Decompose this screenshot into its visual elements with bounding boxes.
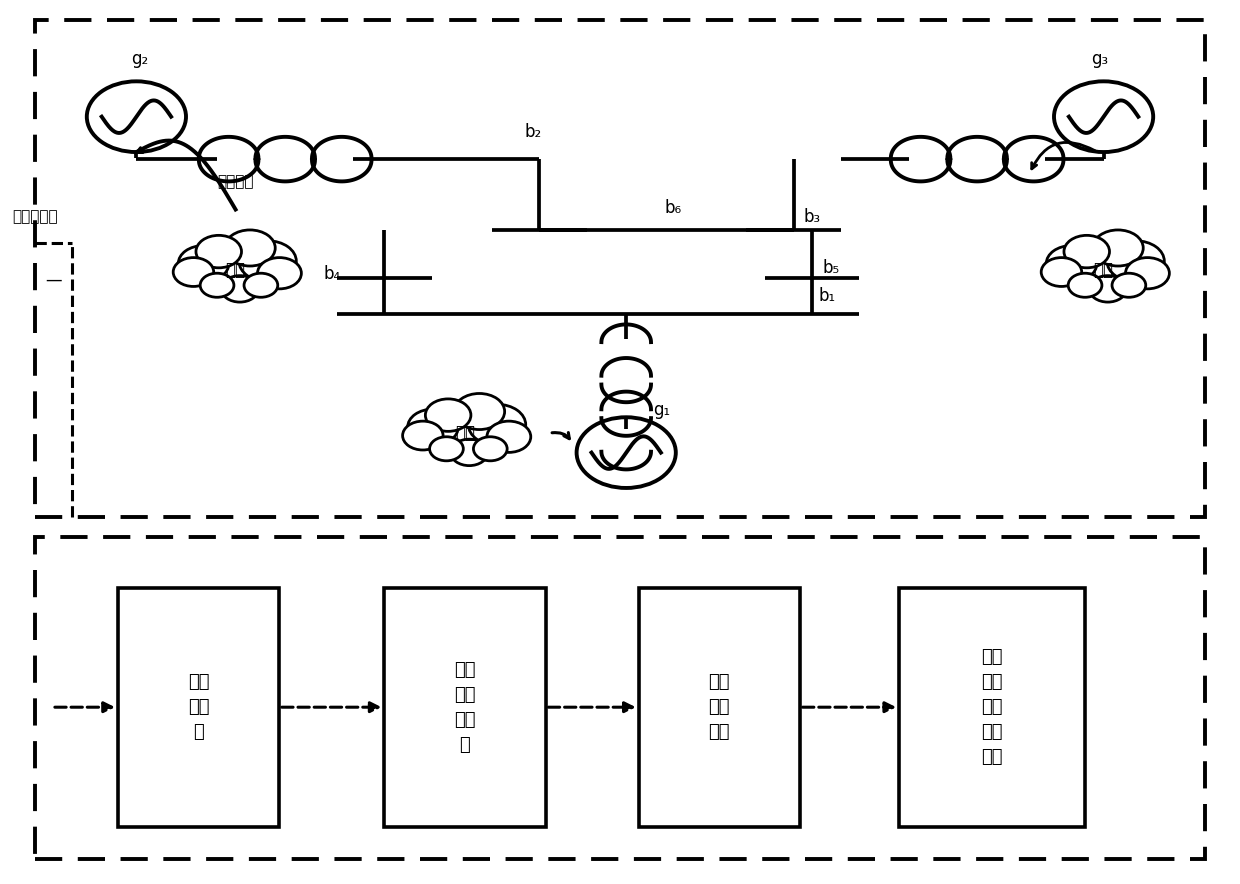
- Text: 重构
攻击
信号: 重构 攻击 信号: [708, 674, 730, 741]
- Circle shape: [469, 404, 526, 446]
- Circle shape: [258, 257, 301, 289]
- Text: 鲁棒
观测
器: 鲁棒 观测 器: [187, 674, 210, 741]
- Circle shape: [1107, 240, 1164, 282]
- Circle shape: [244, 273, 278, 297]
- Text: 传感器攻击: 传感器攻击: [12, 210, 58, 224]
- Text: 攻击: 攻击: [226, 261, 246, 278]
- Text: g₁: g₁: [653, 401, 671, 419]
- Bar: [35, 20, 1205, 517]
- Text: 鲁棒
微分
器处
理: 鲁棒 微分 器处 理: [454, 660, 476, 754]
- Circle shape: [454, 393, 505, 430]
- Circle shape: [1064, 235, 1110, 268]
- Bar: [35, 537, 1205, 859]
- Circle shape: [1112, 273, 1146, 297]
- Bar: [118, 588, 279, 827]
- Bar: [639, 588, 800, 827]
- Circle shape: [224, 230, 275, 266]
- Circle shape: [1047, 246, 1097, 282]
- Text: 状态攻击: 状态攻击: [217, 174, 253, 188]
- Circle shape: [487, 421, 531, 453]
- Circle shape: [1042, 257, 1081, 286]
- Circle shape: [408, 409, 459, 446]
- Text: 攻击: 攻击: [455, 424, 475, 442]
- Circle shape: [1089, 276, 1126, 302]
- Circle shape: [1126, 257, 1169, 289]
- Circle shape: [239, 240, 296, 282]
- Bar: [899, 588, 1085, 827]
- Circle shape: [403, 421, 443, 450]
- Bar: [384, 588, 546, 827]
- Text: b₃: b₃: [804, 208, 821, 225]
- Circle shape: [179, 246, 229, 282]
- Text: b₆: b₆: [665, 200, 681, 217]
- Circle shape: [425, 399, 471, 431]
- Circle shape: [429, 408, 501, 459]
- Text: g₂: g₂: [131, 50, 149, 68]
- Text: b₂: b₂: [525, 124, 542, 141]
- Circle shape: [474, 437, 507, 461]
- Text: 攻击
检测
逻辑
判断
攻击: 攻击 检测 逻辑 判断 攻击: [981, 648, 1003, 766]
- Text: b₁: b₁: [818, 287, 836, 305]
- Circle shape: [450, 439, 487, 466]
- Text: —: —: [45, 271, 62, 289]
- Circle shape: [200, 244, 272, 295]
- Circle shape: [1092, 230, 1143, 266]
- Text: b₅: b₅: [822, 259, 839, 277]
- Circle shape: [174, 257, 213, 286]
- Text: 攻击: 攻击: [1094, 261, 1114, 278]
- Circle shape: [1068, 273, 1102, 297]
- Circle shape: [200, 273, 234, 297]
- Circle shape: [1068, 244, 1140, 295]
- Text: g₃: g₃: [1091, 50, 1109, 68]
- Circle shape: [196, 235, 242, 268]
- Text: b₄: b₄: [324, 265, 341, 283]
- Circle shape: [429, 437, 464, 461]
- Circle shape: [221, 276, 258, 302]
